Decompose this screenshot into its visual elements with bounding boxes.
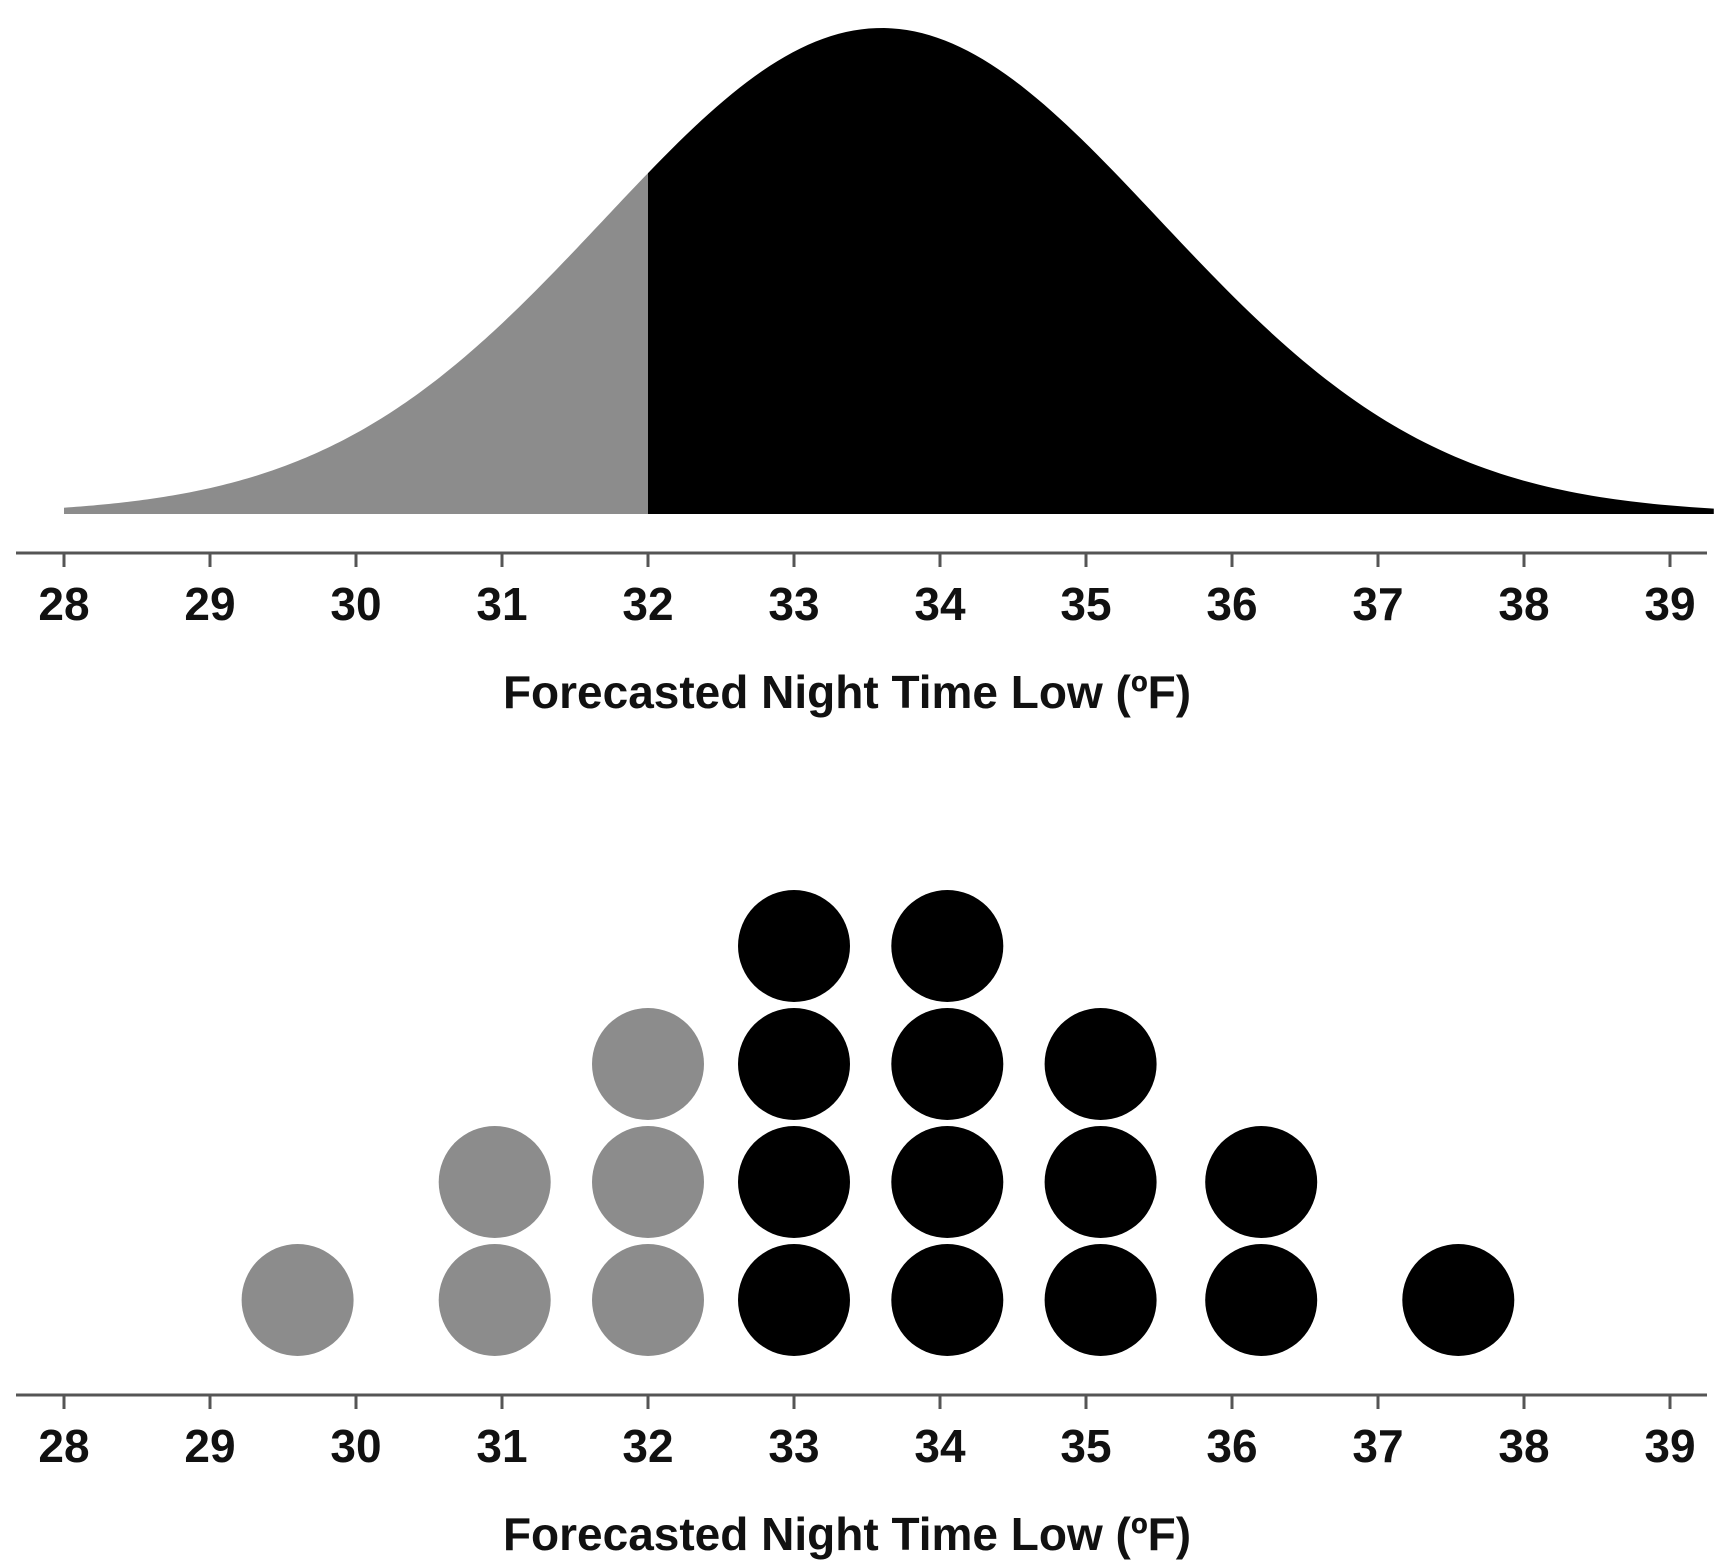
x-tick-label: 33: [768, 578, 819, 630]
density-panel: 28 29 30 31 32 33 34 35 36 37 38 39 Forecasted Night…: [16, 28, 1714, 718]
x-tick-label: 37: [1352, 578, 1403, 630]
dot-marker: [891, 890, 1004, 1002]
dot-marker: [891, 1244, 1004, 1356]
dot-marker: [1044, 1244, 1157, 1356]
dot-marker: [438, 1126, 551, 1238]
x-tick-label: 38: [1498, 1420, 1549, 1472]
dot-marker: [738, 1126, 850, 1238]
x-tick-label: 29: [184, 1420, 235, 1472]
density-area-below-threshold: [64, 173, 648, 514]
x-tick-label: 28: [38, 1420, 89, 1472]
x-tick-label: 29: [184, 578, 235, 630]
x-axis-title: Forecasted Night Time Low (ºF): [503, 666, 1191, 718]
x-tick-label: 30: [330, 578, 381, 630]
x-tick-label: 36: [1206, 1420, 1257, 1472]
dot-marker: [1205, 1126, 1318, 1238]
x-tick-label: 30: [330, 1420, 381, 1472]
x-tick-label: 28: [38, 578, 89, 630]
dot-marker: [1205, 1244, 1318, 1356]
x-tick-label: 33: [768, 1420, 819, 1472]
x-tick-label: 31: [476, 1420, 527, 1472]
x-tick-label: 38: [1498, 578, 1549, 630]
x-tick-label: 39: [1644, 1420, 1695, 1472]
x-tick-label: 34: [914, 578, 966, 630]
x-tick-label: 32: [622, 578, 673, 630]
x-tick-label: 34: [914, 1420, 966, 1472]
x-tick-label: 32: [622, 1420, 673, 1472]
density-area-above-threshold: [648, 28, 1714, 515]
dot-marker: [438, 1244, 551, 1356]
x-tick-label: 31: [476, 578, 527, 630]
dot-plot-panel: 28 29 30 31 32 33 34 35 36 37 38 39 Forecasted Night…: [16, 890, 1707, 1560]
dot-marker: [891, 1126, 1004, 1238]
x-tick-label: 39: [1644, 578, 1695, 630]
dot-marker: [738, 1244, 850, 1356]
x-tick-label: 35: [1060, 578, 1111, 630]
dot-marker: [592, 1244, 704, 1356]
x-tick-label: 36: [1206, 578, 1257, 630]
dot-marker: [1044, 1008, 1157, 1120]
dot-marker: [1402, 1244, 1515, 1356]
dot-marker: [891, 1008, 1004, 1120]
dot-marker: [738, 890, 850, 1002]
x-tick-label: 37: [1352, 1420, 1403, 1472]
dot-marker: [738, 1008, 850, 1120]
x-tick-label: 35: [1060, 1420, 1111, 1472]
dot-marker: [241, 1244, 354, 1356]
x-axis-title: Forecasted Night Time Low (ºF): [503, 1508, 1191, 1560]
dot-marker: [592, 1126, 704, 1238]
dot-marker: [592, 1008, 704, 1120]
dot-marker: [1044, 1126, 1157, 1238]
